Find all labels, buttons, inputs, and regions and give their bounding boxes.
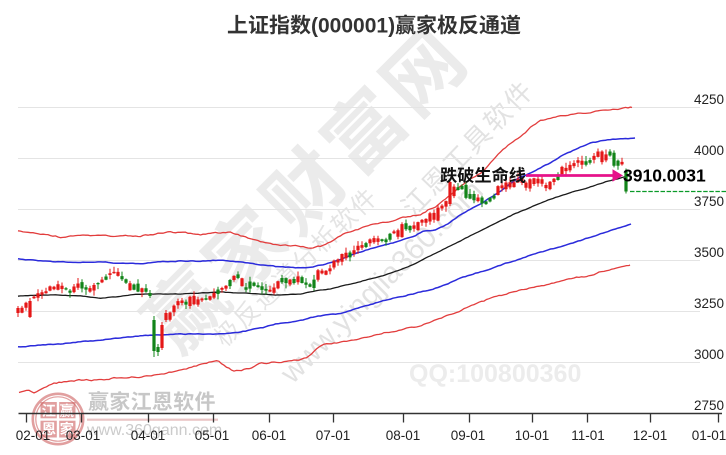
svg-text:4000: 4000 <box>694 143 724 158</box>
svg-text:3910.0031: 3910.0031 <box>623 166 706 186</box>
svg-text:04-01: 04-01 <box>131 428 166 443</box>
svg-text:03-01: 03-01 <box>66 428 101 443</box>
svg-text:05-01: 05-01 <box>195 428 230 443</box>
svg-text:07-01: 07-01 <box>316 428 351 443</box>
svg-text:08-01: 08-01 <box>386 428 421 443</box>
svg-text:QQ:100800360: QQ:100800360 <box>409 360 581 388</box>
svg-text:3500: 3500 <box>694 245 724 260</box>
svg-text:3250: 3250 <box>694 296 724 311</box>
svg-text:12-01: 12-01 <box>633 428 668 443</box>
svg-text:2750: 2750 <box>694 398 724 413</box>
svg-text:02-01: 02-01 <box>16 428 51 443</box>
svg-text:10-01: 10-01 <box>515 428 550 443</box>
svg-text:3750: 3750 <box>694 194 724 209</box>
svg-text:4250: 4250 <box>694 92 724 107</box>
svg-text:09-01: 09-01 <box>451 428 486 443</box>
svg-text:06-01: 06-01 <box>252 428 287 443</box>
svg-text:3000: 3000 <box>694 347 724 362</box>
svg-text:01-01: 01-01 <box>692 428 726 443</box>
svg-text:11-01: 11-01 <box>571 428 605 443</box>
svg-text:www.360gann.com: www.360gann.com <box>86 422 222 439</box>
svg-text:(000001): (000001) <box>311 15 395 38</box>
